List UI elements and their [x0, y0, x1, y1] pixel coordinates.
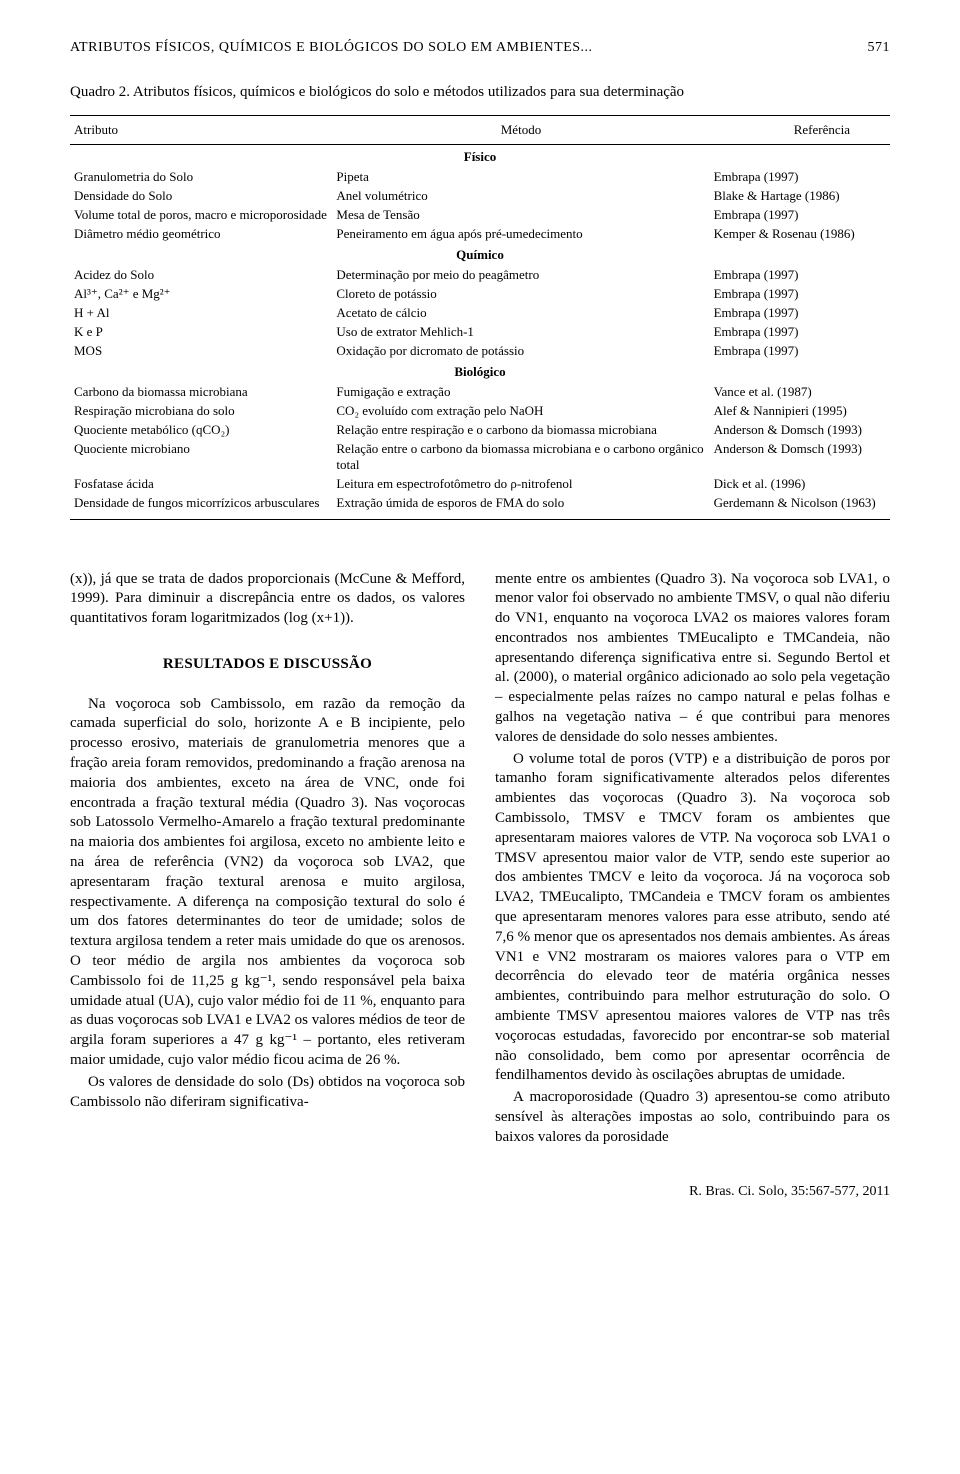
cell-referencia: Embrapa (1997) [710, 205, 890, 224]
cell-referencia: Anderson & Domsch (1993) [710, 420, 890, 439]
body-paragraph: mente entre os ambientes (Quadro 3). Na … [495, 570, 890, 748]
cell-referencia: Embrapa (1997) [710, 303, 890, 322]
cell-atributo: K e P [70, 322, 332, 341]
cell-atributo: Granulometria do Solo [70, 167, 332, 186]
cell-metodo: Peneiramento em água após pré-umedecimen… [332, 224, 709, 243]
cell-referencia: Blake & Hartage (1986) [710, 186, 890, 205]
cell-referencia: Gerdemann & Nicolson (1963) [710, 493, 890, 519]
right-column: mente entre os ambientes (Quadro 3). Na … [495, 570, 890, 1150]
cell-metodo: Determinação por meio do peagâmetro [332, 265, 709, 284]
col-header-atributo: Atributo [70, 116, 332, 145]
table-row: Carbono da biomassa microbianaFumigação … [70, 382, 890, 401]
cell-metodo: Leitura em espectrofotômetro do ρ-nitrof… [332, 474, 709, 493]
cell-atributo: Respiração microbiana do solo [70, 401, 332, 420]
cell-metodo: Cloreto de potássio [332, 284, 709, 303]
cell-referencia: Embrapa (1997) [710, 167, 890, 186]
page-container: ATRIBUTOS FÍSICOS, QUÍMICOS E BIOLÓGICOS… [0, 0, 960, 1230]
table-section-label: Biológico [70, 360, 890, 382]
cell-metodo: Oxidação por dicromato de potássio [332, 341, 709, 360]
col-header-referencia: Referência [710, 116, 890, 145]
attributes-table: Atributo Método Referência FísicoGranulo… [70, 115, 890, 520]
table-caption: Quadro 2. Atributos físicos, químicos e … [70, 84, 890, 101]
running-head-title: ATRIBUTOS FÍSICOS, QUÍMICOS E BIOLÓGICOS… [70, 40, 593, 56]
cell-atributo: MOS [70, 341, 332, 360]
cell-atributo: Carbono da biomassa microbiana [70, 382, 332, 401]
cell-atributo: Fosfatase ácida [70, 474, 332, 493]
table-row: Respiração microbiana do soloCO₂ evoluíd… [70, 401, 890, 420]
table-row: Diâmetro médio geométricoPeneiramento em… [70, 224, 890, 243]
cell-metodo: Extração úmida de esporos de FMA do solo [332, 493, 709, 519]
body-paragraph: Os valores de densidade do solo (Ds) obt… [70, 1073, 465, 1113]
cell-metodo: Relação entre respiração e o carbono da … [332, 420, 709, 439]
table-row: Densidade de fungos micorrízicos arbuscu… [70, 493, 890, 519]
table-row: Granulometria do SoloPipetaEmbrapa (1997… [70, 167, 890, 186]
page-number: 571 [868, 40, 891, 56]
cell-referencia: Anderson & Domsch (1993) [710, 439, 890, 474]
table-header-row: Atributo Método Referência [70, 116, 890, 145]
cell-metodo: CO₂ evoluído com extração pelo NaOH [332, 401, 709, 420]
body-paragraph: O volume total de poros (VTP) e a distri… [495, 750, 890, 1087]
table-row: Fosfatase ácidaLeitura em espectrofotôme… [70, 474, 890, 493]
cell-atributo: Al³⁺, Ca²⁺ e Mg²⁺ [70, 284, 332, 303]
cell-metodo: Uso de extrator Mehlich-1 [332, 322, 709, 341]
table-row: Volume total de poros, macro e microporo… [70, 205, 890, 224]
running-head: ATRIBUTOS FÍSICOS, QUÍMICOS E BIOLÓGICOS… [70, 40, 890, 56]
cell-referencia: Embrapa (1997) [710, 265, 890, 284]
cell-referencia: Embrapa (1997) [710, 341, 890, 360]
cell-atributo: Volume total de poros, macro e microporo… [70, 205, 332, 224]
cell-atributo: Quociente metabólico (qCO₂) [70, 420, 332, 439]
table-section-label: Químico [70, 243, 890, 265]
table-section-row: Biológico [70, 360, 890, 382]
cell-referencia: Alef & Nannipieri (1995) [710, 401, 890, 420]
cell-atributo: Acidez do Solo [70, 265, 332, 284]
cell-metodo: Anel volumétrico [332, 186, 709, 205]
table-row: Quociente metabólico (qCO₂)Relação entre… [70, 420, 890, 439]
cell-metodo: Fumigação e extração [332, 382, 709, 401]
body-paragraph: A macroporosidade (Quadro 3) apresentou-… [495, 1088, 890, 1147]
cell-metodo: Acetato de cálcio [332, 303, 709, 322]
cell-metodo: Relação entre o carbono da biomassa micr… [332, 439, 709, 474]
cell-referencia: Kemper & Rosenau (1986) [710, 224, 890, 243]
table-row: Quociente microbianoRelação entre o carb… [70, 439, 890, 474]
table-section-row: Químico [70, 243, 890, 265]
cell-referencia: Dick et al. (1996) [710, 474, 890, 493]
cell-atributo: Diâmetro médio geométrico [70, 224, 332, 243]
body-columns: (x)), já que se trata de dados proporcio… [70, 570, 890, 1150]
cell-metodo: Mesa de Tensão [332, 205, 709, 224]
table-row: H + AlAcetato de cálcioEmbrapa (1997) [70, 303, 890, 322]
table-section-row: Físico [70, 145, 890, 168]
table-row: Densidade do SoloAnel volumétricoBlake &… [70, 186, 890, 205]
cell-metodo: Pipeta [332, 167, 709, 186]
table-row: MOSOxidação por dicromato de potássioEmb… [70, 341, 890, 360]
cell-atributo: Densidade de fungos micorrízicos arbuscu… [70, 493, 332, 519]
section-heading: RESULTADOS E DISCUSSÃO [70, 655, 465, 675]
left-column: (x)), já que se trata de dados proporcio… [70, 570, 465, 1150]
body-paragraph: (x)), já que se trata de dados proporcio… [70, 570, 465, 629]
cell-atributo: H + Al [70, 303, 332, 322]
body-paragraph: Na voçoroca sob Cambissolo, em razão da … [70, 695, 465, 1071]
cell-atributo: Quociente microbiano [70, 439, 332, 474]
cell-referencia: Vance et al. (1987) [710, 382, 890, 401]
table-row: Acidez do SoloDeterminação por meio do p… [70, 265, 890, 284]
cell-atributo: Densidade do Solo [70, 186, 332, 205]
col-header-metodo: Método [332, 116, 709, 145]
table-section-label: Físico [70, 145, 890, 168]
cell-referencia: Embrapa (1997) [710, 284, 890, 303]
cell-referencia: Embrapa (1997) [710, 322, 890, 341]
table-row: K e PUso de extrator Mehlich-1Embrapa (1… [70, 322, 890, 341]
journal-footer: R. Bras. Ci. Solo, 35:567-577, 2011 [70, 1184, 890, 1200]
table-row: Al³⁺, Ca²⁺ e Mg²⁺Cloreto de potássioEmbr… [70, 284, 890, 303]
